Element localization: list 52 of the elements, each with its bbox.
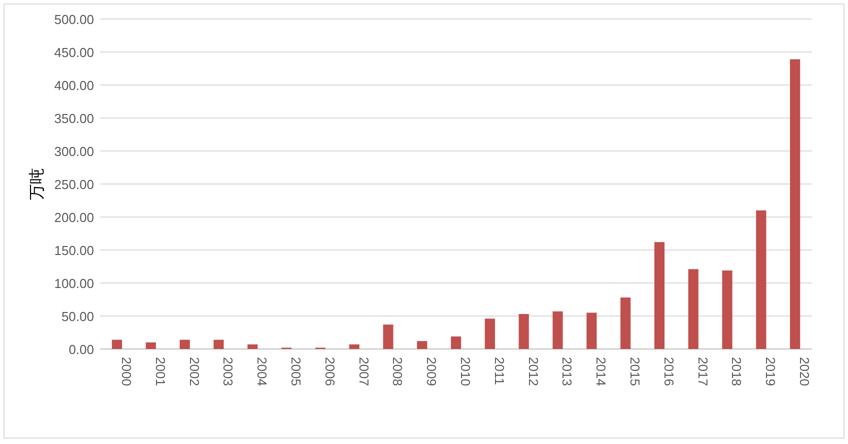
x-tick-label: 2009 (424, 357, 440, 386)
x-tick-label: 2007 (356, 357, 372, 386)
x-tick-label: 2020 (797, 357, 812, 386)
bar (247, 344, 258, 349)
bar (180, 340, 190, 349)
y-tick-label: 100.00 (54, 276, 94, 291)
y-axis-title: 万吨 (28, 168, 46, 200)
bar (349, 344, 360, 349)
bar (756, 210, 766, 349)
x-tick-label: 2017 (695, 357, 710, 386)
y-tick-label: 500.00 (54, 12, 94, 27)
y-tick-label: 250.00 (54, 177, 94, 192)
bar (654, 242, 665, 349)
x-tick-label: 2016 (661, 357, 676, 386)
x-tick-label: 2002 (186, 357, 202, 386)
y-tick-label: 350.00 (54, 111, 94, 126)
y-tick-label: 200.00 (54, 210, 94, 225)
y-tick-label: 300.00 (54, 144, 94, 159)
x-tick-label: 2018 (729, 357, 744, 386)
bar (722, 270, 732, 349)
bar (484, 318, 495, 349)
y-tick-label: 50.00 (61, 309, 94, 324)
x-tick-label: 2019 (763, 357, 778, 386)
x-tick-label: 2000 (118, 357, 134, 386)
bar (450, 336, 462, 349)
x-tick-label: 2006 (322, 357, 338, 386)
y-tick-label: 150.00 (54, 243, 94, 258)
x-tick-label: 2005 (288, 357, 304, 386)
bar (790, 59, 800, 349)
bar (146, 342, 156, 349)
x-tick-label: 2008 (390, 357, 406, 386)
y-tick-label: 400.00 (54, 78, 94, 93)
x-tick-label: 2010 (458, 357, 473, 386)
bar (620, 298, 631, 349)
y-tick-label: 0.00 (68, 342, 94, 357)
bar (214, 340, 224, 349)
x-tick-label: 2014 (594, 357, 609, 386)
bar (112, 340, 122, 349)
x-tick-label: 2012 (526, 357, 541, 386)
bar (586, 312, 597, 349)
x-tick-label: 2003 (220, 357, 236, 386)
x-tick-label: 2001 (152, 357, 168, 386)
x-tick-label: 2015 (628, 357, 643, 386)
bar (552, 311, 563, 349)
y-tick-label: 450.00 (54, 45, 94, 60)
bar (417, 341, 428, 349)
bar (518, 314, 529, 349)
bar (688, 269, 698, 349)
bar (383, 324, 394, 349)
x-tick-label: 2004 (254, 357, 270, 386)
x-tick-label: 2011 (492, 357, 507, 385)
x-tick-label: 2013 (560, 357, 575, 386)
